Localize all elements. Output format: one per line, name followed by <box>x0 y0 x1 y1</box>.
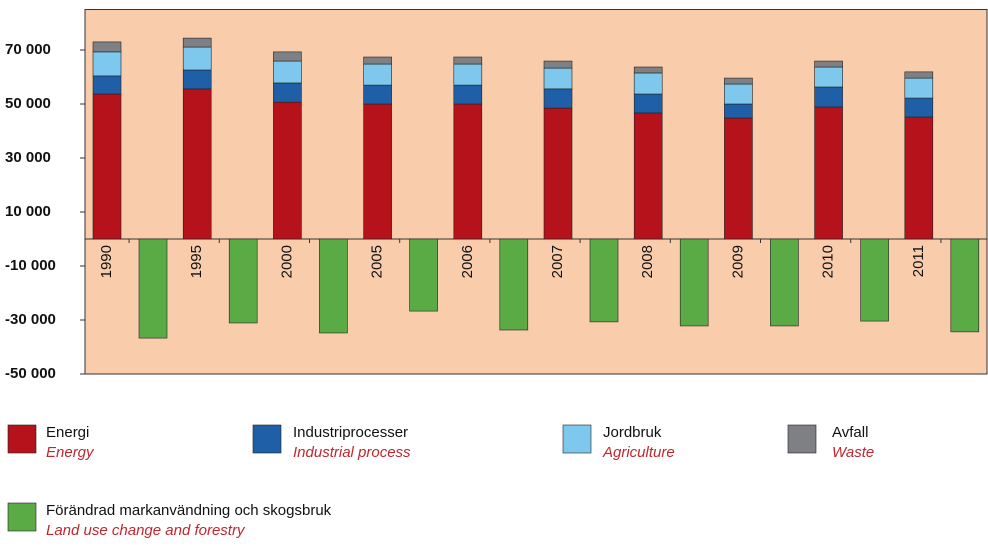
legend-sublabel: Industrial process <box>293 444 411 461</box>
bar-segment <box>724 83 753 105</box>
bar-segment <box>679 238 709 327</box>
bar-segment <box>363 63 392 86</box>
legend-label: Avfall <box>832 424 868 441</box>
bar-segment <box>633 93 663 114</box>
legend-label: Industriprocesser <box>293 424 408 441</box>
legend-sublabel: Land use change and forestry <box>46 522 246 539</box>
bar-segment <box>904 71 934 79</box>
bar-segment <box>92 93 122 240</box>
bar-segment <box>363 103 392 240</box>
bar-segment <box>363 84 392 105</box>
bar-segment <box>633 112 663 240</box>
bar-segment <box>273 82 302 103</box>
x-tick-label: 2009 <box>729 245 746 278</box>
x-tick-label: 1990 <box>98 245 115 278</box>
bar-segment <box>453 103 483 240</box>
bar-segment <box>904 77 934 99</box>
y-tick-label: -10 000 <box>5 257 56 274</box>
bar-segment <box>950 238 980 333</box>
bar-segment <box>499 238 529 331</box>
legend-swatch <box>252 424 282 454</box>
bar-segment <box>273 101 302 240</box>
legend-label: Jordbruk <box>603 424 662 441</box>
legend-sublabel: Agriculture <box>602 444 675 461</box>
legend-label: Energi <box>46 424 89 441</box>
y-tick-label: 30 000 <box>5 149 51 166</box>
bar-segment <box>633 72 663 95</box>
bar-segment <box>724 117 753 240</box>
bar-segment <box>543 88 573 109</box>
bar-segment <box>182 88 212 240</box>
bar-segment <box>453 56 483 65</box>
bar-segment <box>182 69 212 90</box>
bar-segment <box>770 238 799 327</box>
plot-area <box>84 9 988 375</box>
legend-swatch <box>7 424 37 454</box>
x-tick-label: 2000 <box>278 245 295 278</box>
x-tick-label: 2006 <box>459 245 476 278</box>
legend-swatch <box>562 424 592 454</box>
y-tick-label: 50 000 <box>5 95 51 112</box>
bar-segment <box>814 60 843 68</box>
bar-segment <box>453 63 483 86</box>
bar-segment <box>543 107 573 240</box>
x-tick-label: 2007 <box>549 245 566 278</box>
bar-segment <box>814 66 843 88</box>
bar-segment <box>904 97 934 118</box>
bar-segment <box>228 238 258 324</box>
legend-sublabel: Waste <box>832 444 874 461</box>
y-tick-label: 70 000 <box>5 41 51 58</box>
y-tick-label: 10 000 <box>5 203 51 220</box>
x-tick-label: 2010 <box>820 245 837 278</box>
bar-segment <box>543 60 573 69</box>
y-tick-label: -30 000 <box>5 311 56 328</box>
bar-segment <box>633 66 663 74</box>
bar-segment <box>814 86 843 108</box>
x-tick-label: 1995 <box>188 245 205 278</box>
bar-segment <box>860 238 889 322</box>
bar-segment <box>589 238 619 323</box>
bar-segment <box>363 56 392 65</box>
x-tick-label: 2005 <box>369 245 386 278</box>
y-tick-label: -50 000 <box>5 365 56 382</box>
bar-segment <box>319 238 348 334</box>
bar-segment <box>814 106 843 240</box>
bar-segment <box>273 51 302 62</box>
bar-segment <box>904 116 934 240</box>
bar-segment <box>182 46 212 71</box>
bar-segment <box>724 77 753 85</box>
bar-segment <box>409 238 438 312</box>
bar-segment <box>543 67 573 90</box>
x-tick-label: 2008 <box>639 245 656 278</box>
bar-segment <box>92 75 122 95</box>
x-tick-label: 2011 <box>910 245 927 277</box>
legend-swatch <box>787 424 817 454</box>
bar-segment <box>273 60 302 84</box>
bar-segment <box>92 51 122 77</box>
bar-segment <box>724 103 753 119</box>
bar-segment <box>138 238 168 339</box>
bar-segment <box>453 84 483 105</box>
bar-segment <box>182 37 212 48</box>
legend-swatch <box>7 502 37 532</box>
legend-label: Förändrad markanvändning och skogsbruk <box>46 502 332 519</box>
bar-segment <box>92 41 122 53</box>
legend-sublabel: Energy <box>46 444 95 461</box>
